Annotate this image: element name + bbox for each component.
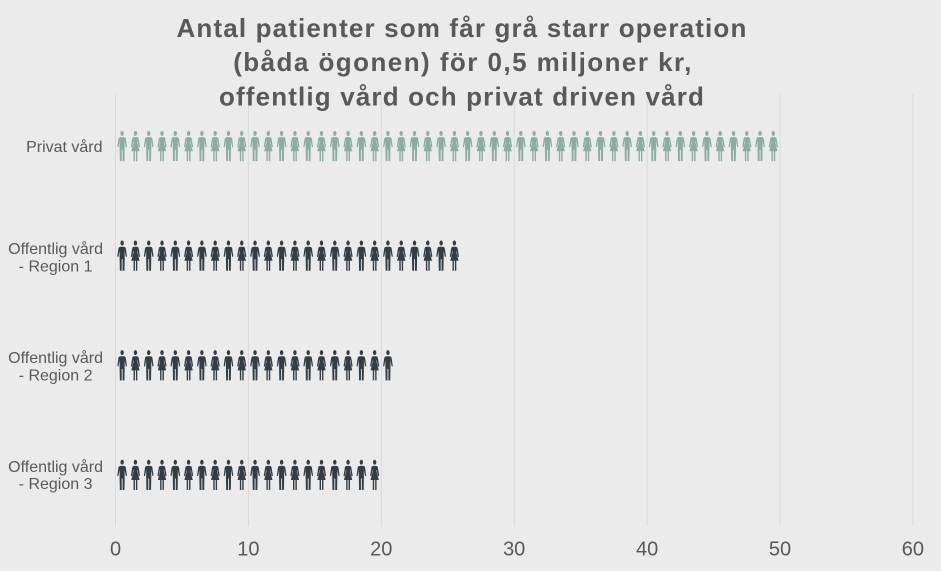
svg-text:- Region 1: - Region 1 bbox=[19, 259, 93, 276]
svg-text:Offentlig vård: Offentlig vård bbox=[8, 349, 103, 367]
svg-text:offentlig vård och privat driv: offentlig vård och privat driven vård bbox=[219, 81, 705, 111]
svg-text:30: 30 bbox=[503, 539, 525, 561]
svg-text:40: 40 bbox=[636, 539, 658, 561]
svg-text:Offentlig vård: Offentlig vård bbox=[8, 240, 103, 258]
svg-text:20: 20 bbox=[370, 539, 392, 561]
svg-text:Antal patienter som får grå st: Antal patienter som får grå starr operat… bbox=[176, 13, 747, 43]
svg-text:Privat vård: Privat vård bbox=[26, 138, 102, 156]
svg-text:0: 0 bbox=[110, 539, 121, 561]
svg-text:10: 10 bbox=[237, 539, 259, 561]
svg-text:Offentlig vård: Offentlig vård bbox=[8, 458, 103, 476]
svg-text:60: 60 bbox=[902, 539, 924, 561]
svg-text:50: 50 bbox=[769, 539, 791, 561]
svg-text:- Region 2: - Region 2 bbox=[19, 367, 93, 384]
svg-text:(båda ögonen) för 0,5 miljoner: (båda ögonen) för 0,5 miljoner kr, bbox=[233, 47, 693, 77]
svg-text:- Region 3: - Region 3 bbox=[19, 476, 93, 493]
